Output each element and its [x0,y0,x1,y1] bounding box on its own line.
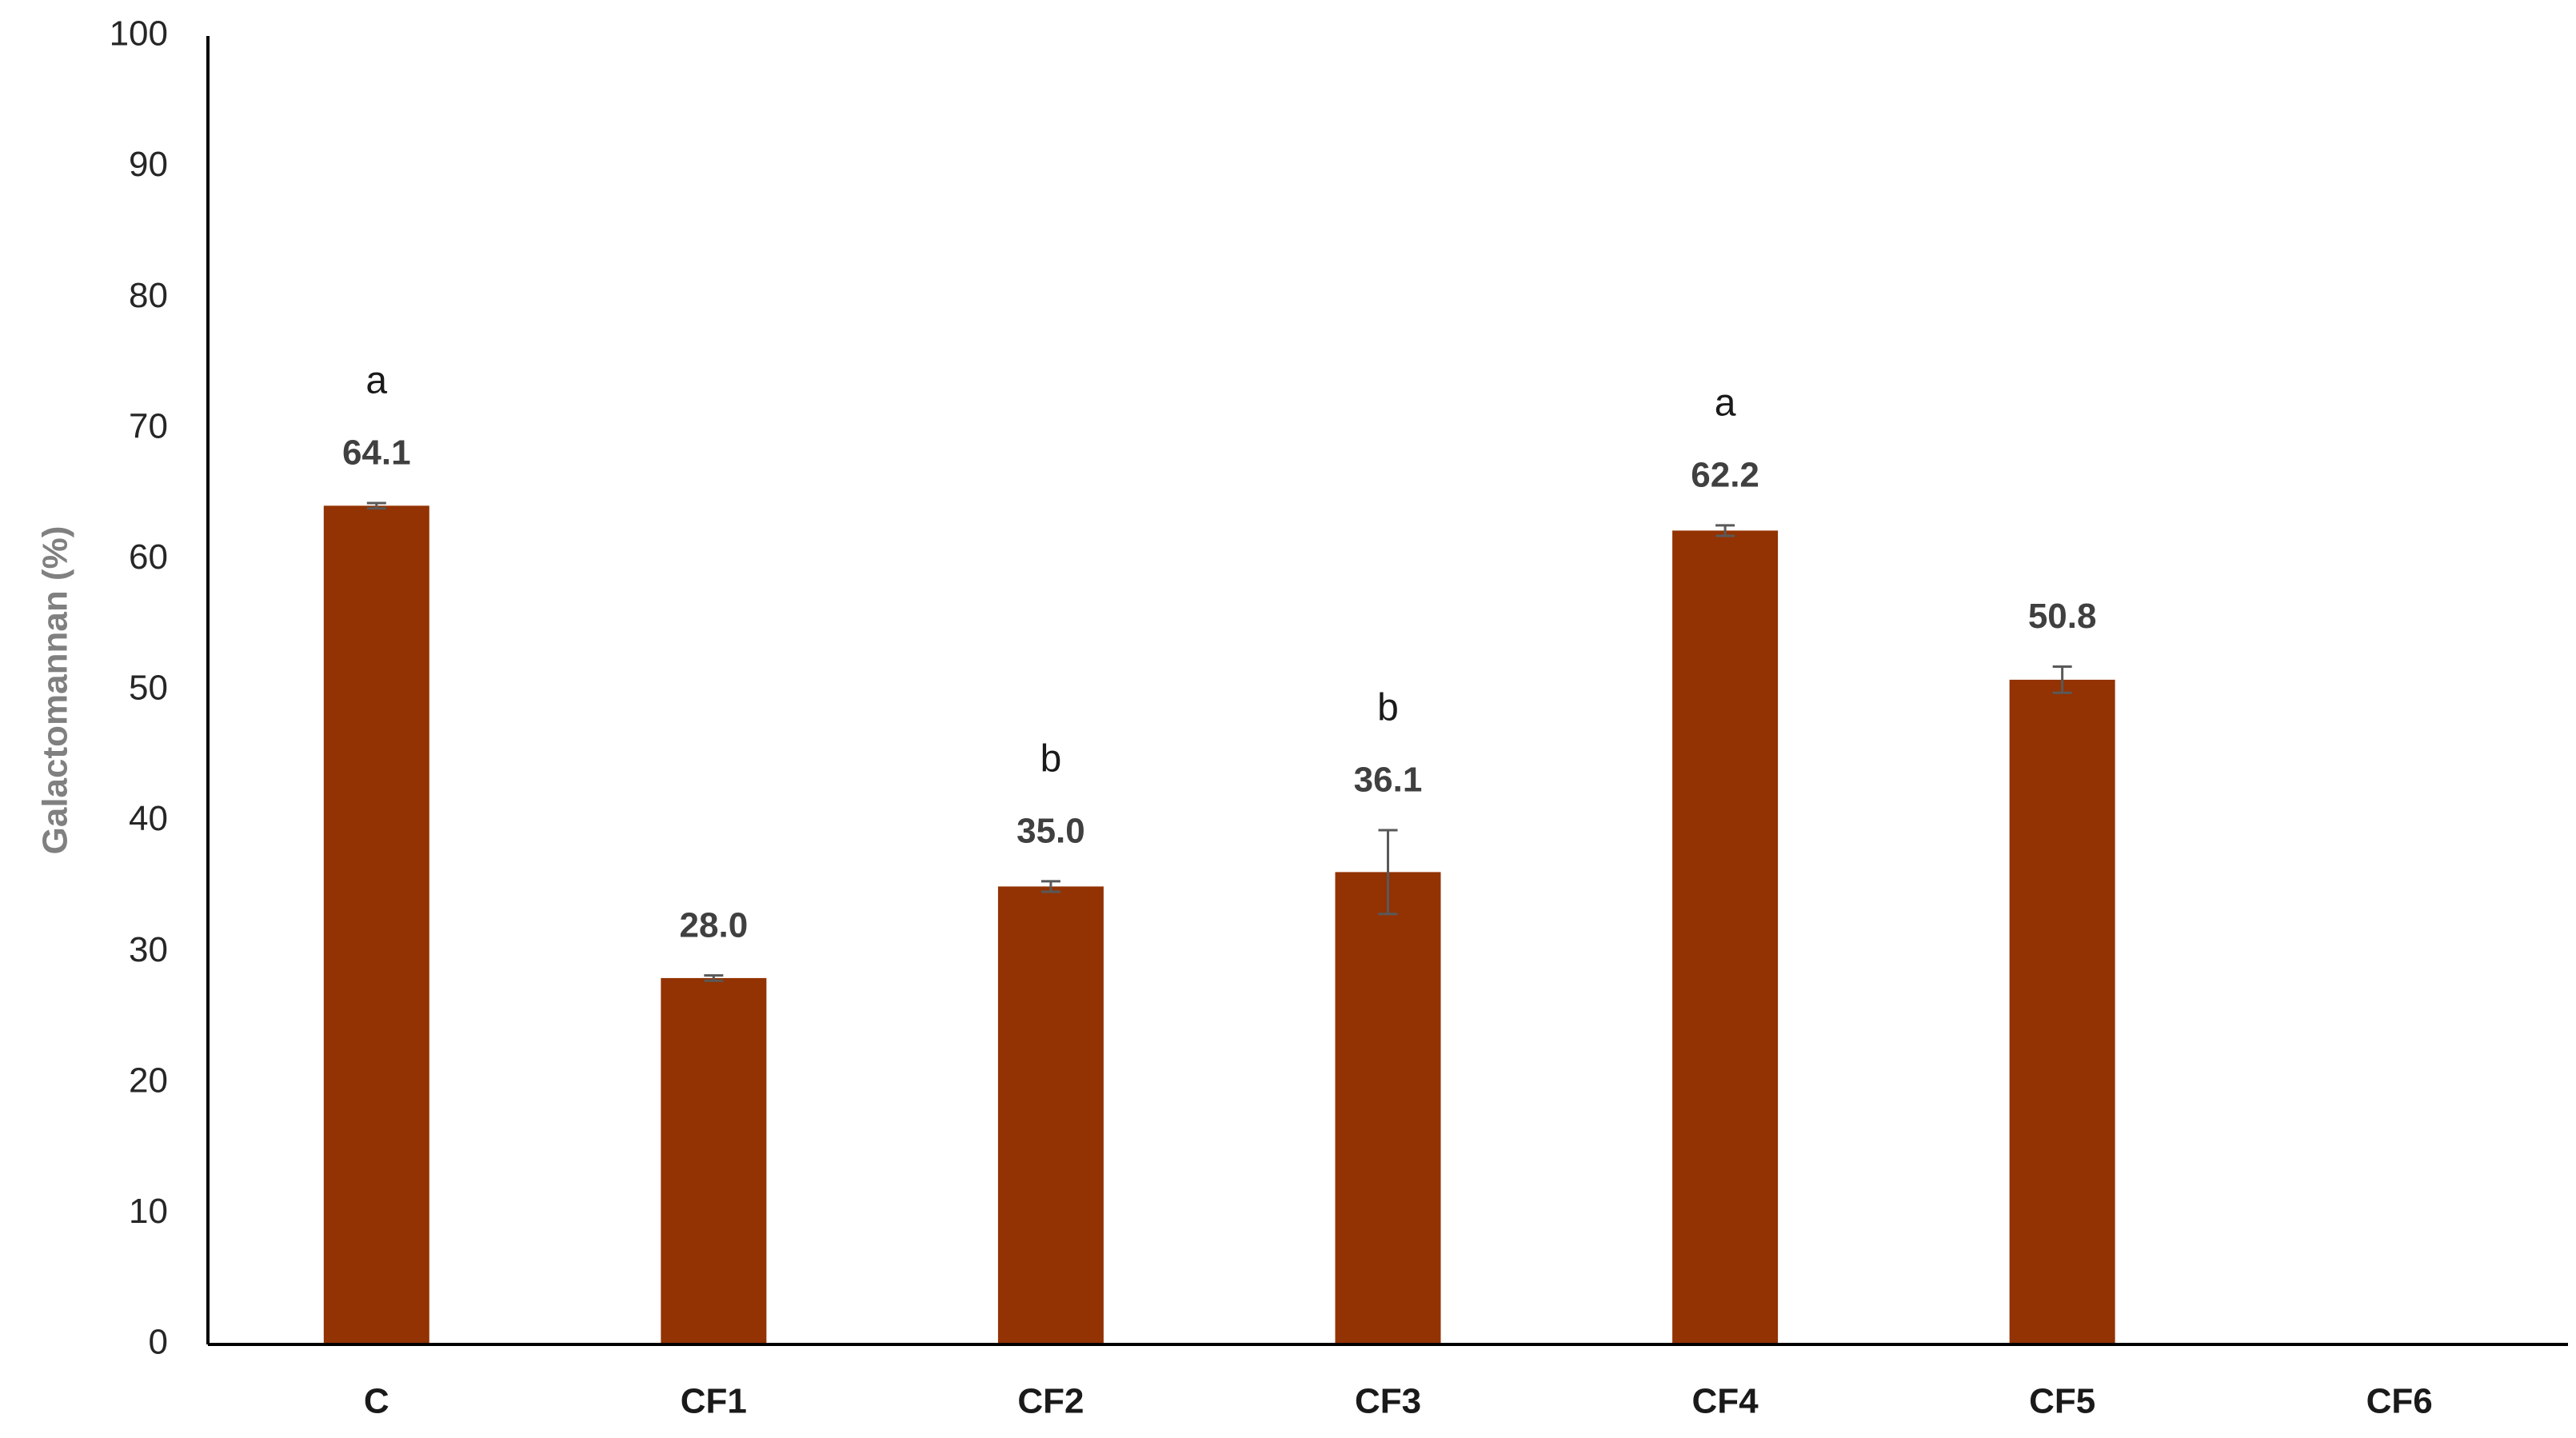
y-tick-label: 90 [129,145,168,184]
bar [997,886,1104,1344]
significance-letter: b [1377,687,1399,729]
bar [1335,872,1441,1344]
value-label: 35.0 [1016,811,1085,850]
error-bar [366,501,386,510]
bar [661,977,767,1344]
y-axis-label: Galactomannan (%) [36,526,75,855]
y-tick-label: 20 [129,1061,168,1100]
y-tick-label: 30 [129,930,168,969]
value-label: 36.1 [1354,761,1423,800]
y-tick-label: 80 [129,276,168,315]
error-bar [2052,665,2072,694]
y-tick-label: 40 [129,799,168,838]
x-tick-label: CF3 [1355,1382,1421,1421]
x-tick-label: CF1 [681,1382,747,1421]
x-tick-label: CF5 [2029,1382,2095,1421]
y-tick-label: 50 [129,669,168,708]
error-bar [1715,524,1735,537]
value-label: 64.1 [342,433,411,473]
x-tick-label: CF2 [1017,1382,1084,1421]
significance-letter: a [1715,382,1736,425]
x-tick-label: CF4 [1692,1382,1759,1421]
error-bar [1378,829,1398,916]
y-tick-label: 60 [129,537,168,577]
y-tick-label: 10 [129,1192,168,1231]
x-tick-label: C [364,1382,389,1421]
value-label: 50.8 [2028,597,2097,636]
bar [323,505,429,1344]
x-tick-label: CF6 [2366,1382,2433,1421]
error-bar [1040,880,1060,893]
y-tick-label: 70 [129,406,168,445]
bar [1672,530,1779,1344]
value-label: 28.0 [680,905,749,945]
y-tick-label: 100 [110,14,168,54]
significance-letter: a [365,360,387,402]
significance-letter: b [1040,738,1062,781]
y-tick-label: 0 [149,1323,168,1362]
value-label: 62.2 [1691,455,1759,494]
error-bar [704,974,724,982]
bar [2009,679,2115,1344]
